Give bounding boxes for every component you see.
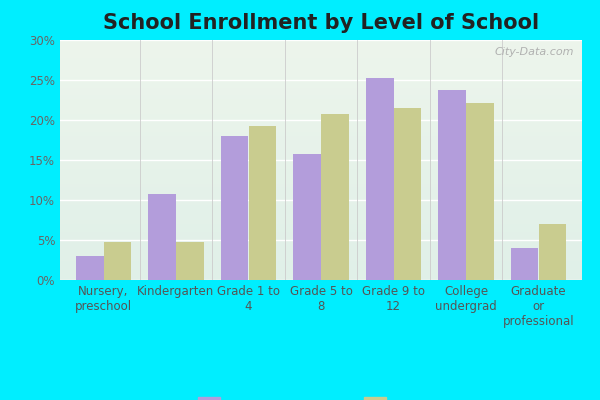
- Bar: [248, 126, 276, 280]
- Bar: [148, 194, 176, 280]
- Bar: [176, 242, 203, 280]
- Bar: [511, 248, 538, 280]
- Bar: [466, 103, 494, 280]
- Title: School Enrollment by Level of School: School Enrollment by Level of School: [103, 13, 539, 33]
- Bar: [293, 154, 321, 280]
- Text: City-Data.com: City-Data.com: [494, 47, 574, 57]
- Bar: [439, 90, 466, 280]
- Bar: [104, 242, 131, 280]
- Bar: [76, 256, 104, 280]
- Bar: [221, 136, 248, 280]
- Bar: [394, 108, 421, 280]
- Bar: [321, 114, 349, 280]
- Bar: [366, 78, 394, 280]
- Bar: [539, 224, 566, 280]
